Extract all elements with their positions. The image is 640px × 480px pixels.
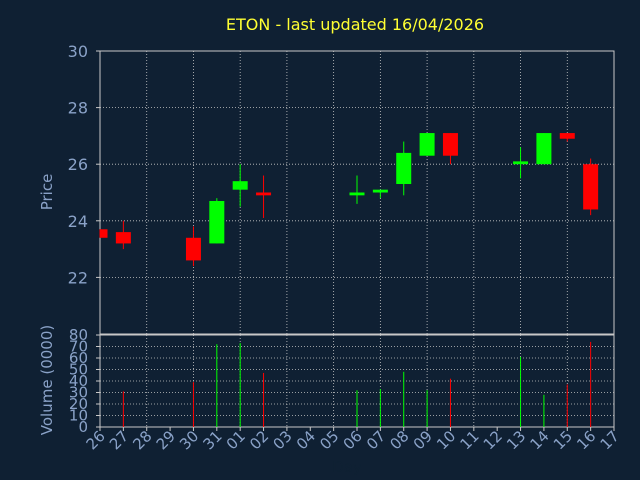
candle-body <box>100 229 108 238</box>
candle-body <box>442 133 458 156</box>
volume-tick-label: 30 <box>69 384 88 402</box>
x-axis: 2627282930310102030405060708091011121314… <box>83 427 623 453</box>
price-tick-label: 26 <box>68 155 88 174</box>
candle-body <box>209 200 225 244</box>
candle-body <box>232 181 248 190</box>
volume-tick-label: 80 <box>69 326 88 344</box>
price-panel: 22 24 26 28 30 <box>68 42 615 335</box>
volume-axis-label: Volume (0000) <box>38 325 56 435</box>
candle-body <box>559 133 575 139</box>
candle-body <box>256 192 272 196</box>
volume-tick-label: 50 <box>69 361 88 379</box>
volume-tick-label: 70 <box>69 338 88 356</box>
volume-tick-label: 40 <box>69 372 88 390</box>
candle-body <box>185 237 201 261</box>
price-tick-label: 22 <box>68 268 88 287</box>
x-axis-label: Day <box>332 458 362 476</box>
price-axis-label: Price <box>38 174 56 211</box>
price-tick-label: 24 <box>68 212 88 231</box>
candle-body <box>349 192 365 196</box>
volume-tick-label: 60 <box>69 349 88 367</box>
candle-body <box>372 189 388 193</box>
candle-body <box>419 133 435 156</box>
price-tick-label: 28 <box>68 99 88 118</box>
candle-body <box>115 232 131 244</box>
candle-body <box>396 152 412 185</box>
price-panel-frame <box>99 50 615 335</box>
volume-tick-label: 0 <box>78 418 88 436</box>
price-tick-label: 30 <box>68 42 88 61</box>
volume-tick-label: 10 <box>69 407 88 425</box>
chart-title: ETON - last updated 16/04/2026 <box>226 15 484 34</box>
volume-tick-label: 20 <box>69 395 88 413</box>
candle-body <box>583 164 599 210</box>
candle-body <box>536 133 552 165</box>
candle-body <box>513 161 529 165</box>
